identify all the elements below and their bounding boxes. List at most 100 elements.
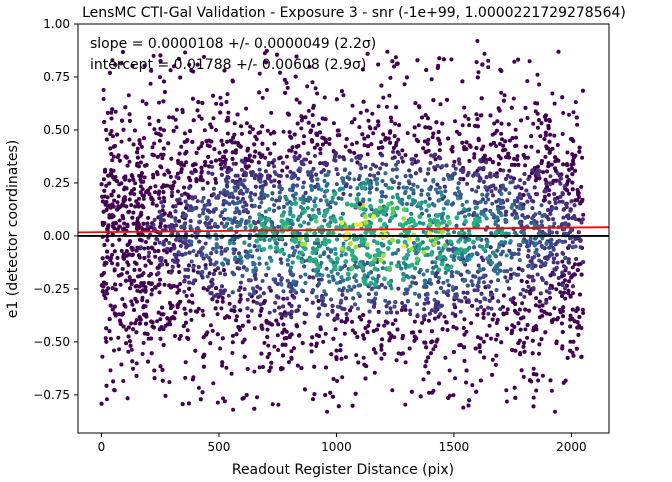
scatter-point [305,84,310,89]
scatter-point [100,220,105,225]
scatter-point [113,62,118,67]
scatter-point [488,245,493,250]
scatter-point [581,311,586,315]
scatter-point [219,102,224,107]
scatter-point [278,311,283,316]
scatter-point [264,88,269,92]
scatter-point [548,181,553,186]
scatter-point [464,140,469,145]
scatter-point [426,300,431,305]
scatter-point [537,258,542,263]
scatter-point [160,156,165,161]
scatter-point [322,95,327,100]
scatter-point [182,163,187,168]
scatter-point [561,314,565,319]
scatter-point [223,208,227,212]
scatter-point [124,186,129,191]
scatter-point [253,184,258,189]
scatter-point [393,318,398,323]
scatter-point [558,290,563,295]
scatter-point [392,64,397,69]
scatter-point [173,117,178,122]
scatter-point [167,380,172,385]
scatter-point [466,117,471,121]
scatter-point [359,166,364,171]
scatter-point [191,118,196,123]
scatter-point [257,167,262,172]
scatter-point [530,338,535,343]
scatter-point [119,139,124,144]
scatter-point [252,369,257,374]
scatter-point [160,305,165,310]
scatter-point [490,201,495,206]
scatter-point [343,263,347,268]
scatter-point [217,150,222,155]
scatter-point [376,323,381,328]
scatter-point [158,164,163,169]
scatter-point [190,195,195,200]
scatter-point [512,325,517,329]
scatter-point [413,281,418,286]
scatter-point [403,174,408,179]
scatter-point [310,178,315,183]
scatter-point [396,248,401,252]
scatter-point [429,329,434,334]
scatter-point [220,336,225,341]
scatter-point [173,209,178,214]
scatter-point [223,149,228,154]
scatter-point [315,91,320,96]
scatter-point [279,315,284,320]
scatter-point [376,119,381,124]
scatter-point [412,319,417,324]
scatter-point [501,305,505,309]
scatter-point [248,124,253,129]
scatter-point [343,167,348,172]
scatter-point [382,352,387,356]
scatter-point [555,171,560,176]
scatter-point [438,102,443,107]
scatter-point [350,120,354,125]
scatter-point [430,135,435,140]
scatter-point [430,260,435,265]
scatter-point [284,154,289,159]
scatter-point [117,237,122,242]
scatter-point [492,121,497,126]
scatter-point [523,307,528,312]
scatter-point [413,101,418,106]
scatter-point [170,115,175,120]
scatter-point [108,132,113,136]
scatter-point [367,309,372,314]
scatter-point [328,390,333,395]
scatter-point [232,121,237,126]
scatter-point [510,348,515,352]
scatter-point [383,285,388,290]
scatter-point [394,358,399,363]
scatter-point [208,323,213,328]
scatter-point [489,189,494,194]
scatter-point [428,160,433,165]
scatter-point [112,198,117,203]
scatter-point [99,283,104,288]
scatter-point [396,286,401,291]
scatter-point [204,139,209,144]
scatter-point [576,230,581,235]
scatter-point [461,177,466,182]
scatter-point [157,138,162,143]
scatter-point [262,340,267,345]
scatter-point [260,124,265,129]
scatter-point [333,327,338,332]
scatter-point [568,339,573,344]
scatter-point [424,68,429,72]
scatter-point [340,306,345,311]
scatter-point [536,173,541,178]
scatter-point [322,303,327,308]
scatter-point [242,337,247,342]
scatter-point [168,68,173,73]
scatter-point [450,202,454,207]
scatter-point [421,146,426,151]
scatter-point [267,368,272,373]
scatter-point [158,75,162,80]
scatter-point [507,138,512,143]
scatter-point [286,360,291,365]
scatter-point [432,297,437,302]
